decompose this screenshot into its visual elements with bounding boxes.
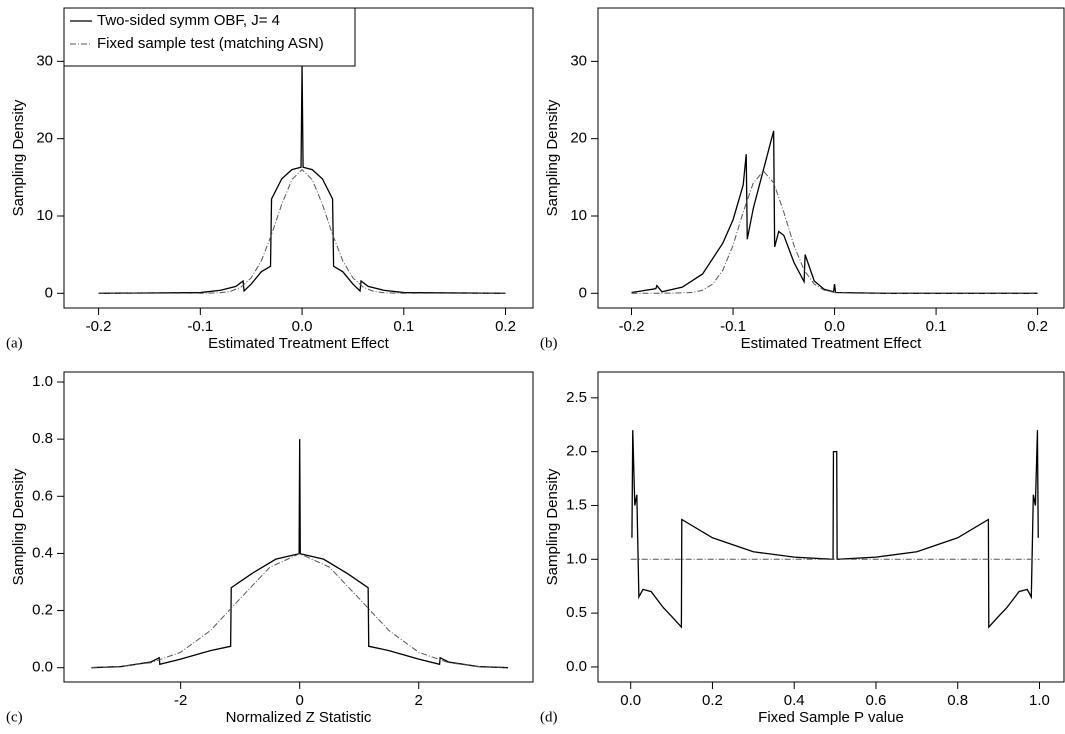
y-tick-label: 0 bbox=[579, 284, 587, 301]
y-tick-label: 30 bbox=[36, 52, 53, 69]
y-tick-label: 0.6 bbox=[32, 487, 53, 504]
series-line bbox=[98, 65, 506, 294]
x-tick-label: 0.2 bbox=[702, 692, 723, 709]
y-axis-label: Sampling Density bbox=[544, 468, 561, 585]
plot-frame bbox=[597, 7, 1065, 309]
x-tick-label: 0 bbox=[296, 692, 304, 709]
y-tick-label: 2.0 bbox=[566, 443, 587, 460]
x-tick-label: 0.2 bbox=[495, 318, 516, 335]
x-tick-label: 0.0 bbox=[292, 318, 313, 335]
series-line bbox=[631, 170, 1038, 294]
panel-label: (b) bbox=[540, 335, 558, 351]
x-tick-label: 0.2 bbox=[1027, 318, 1048, 335]
y-tick-label: 10 bbox=[36, 207, 53, 224]
x-axis-label: Normalized Z Statistic bbox=[226, 709, 372, 726]
y-tick-label: 0 bbox=[45, 284, 53, 301]
y-tick-label: 0.2 bbox=[32, 602, 53, 619]
y-tick-label: 20 bbox=[36, 130, 53, 147]
legend-label: Fixed sample test (matching ASN) bbox=[97, 35, 324, 52]
series-line bbox=[91, 439, 509, 669]
y-tick-label: 0.0 bbox=[566, 658, 587, 675]
x-tick-label: 0.1 bbox=[926, 318, 947, 335]
x-tick-label: -0.1 bbox=[720, 318, 746, 335]
y-tick-label: 0.8 bbox=[32, 430, 53, 447]
y-tick-label: 0.0 bbox=[32, 659, 53, 676]
y-axis-label: Sampling Density bbox=[544, 99, 561, 216]
y-axis-label: Sampling Density bbox=[10, 99, 27, 216]
y-tick-label: 0.5 bbox=[566, 604, 587, 621]
plot-frame bbox=[63, 371, 534, 683]
legend-box bbox=[63, 7, 356, 67]
y-tick-label: 30 bbox=[570, 52, 587, 69]
panel-label: (a) bbox=[6, 335, 23, 351]
y-tick-label: 1.5 bbox=[566, 496, 587, 513]
x-axis-label: Estimated Treatment Effect bbox=[741, 335, 922, 352]
x-tick-label: 0.6 bbox=[866, 692, 887, 709]
x-tick-label: 0.4 bbox=[784, 692, 805, 709]
plot-frame bbox=[597, 371, 1065, 683]
x-tick-label: 0.1 bbox=[393, 318, 414, 335]
legend-label: Two-sided symm OBF, J= 4 bbox=[97, 12, 280, 29]
series-line bbox=[91, 553, 509, 668]
x-tick-label: 0.8 bbox=[947, 692, 968, 709]
x-axis-label: Fixed Sample P value bbox=[758, 709, 904, 726]
y-tick-label: 0.4 bbox=[32, 544, 53, 561]
y-tick-label: 10 bbox=[570, 207, 587, 224]
y-axis-label: Sampling Density bbox=[10, 468, 27, 585]
x-tick-label: -2 bbox=[174, 692, 187, 709]
x-tick-label: 2 bbox=[415, 692, 423, 709]
x-tick-label: -0.2 bbox=[619, 318, 645, 335]
x-tick-label: -0.1 bbox=[187, 318, 213, 335]
x-axis-label: Estimated Treatment Effect bbox=[208, 335, 389, 352]
x-tick-label: 1.0 bbox=[1029, 692, 1050, 709]
x-tick-label: -0.2 bbox=[86, 318, 112, 335]
series-line bbox=[631, 130, 1038, 294]
x-tick-label: 0.0 bbox=[620, 692, 641, 709]
y-tick-label: 1.0 bbox=[32, 373, 53, 390]
x-tick-label: 0.0 bbox=[824, 318, 845, 335]
y-tick-label: 1.0 bbox=[566, 550, 587, 567]
series-line bbox=[631, 430, 1039, 629]
series-line bbox=[98, 168, 506, 294]
y-tick-label: 2.5 bbox=[566, 389, 587, 406]
y-tick-label: 20 bbox=[570, 130, 587, 147]
panel-label: (d) bbox=[540, 709, 558, 725]
panel-label: (c) bbox=[6, 709, 23, 725]
